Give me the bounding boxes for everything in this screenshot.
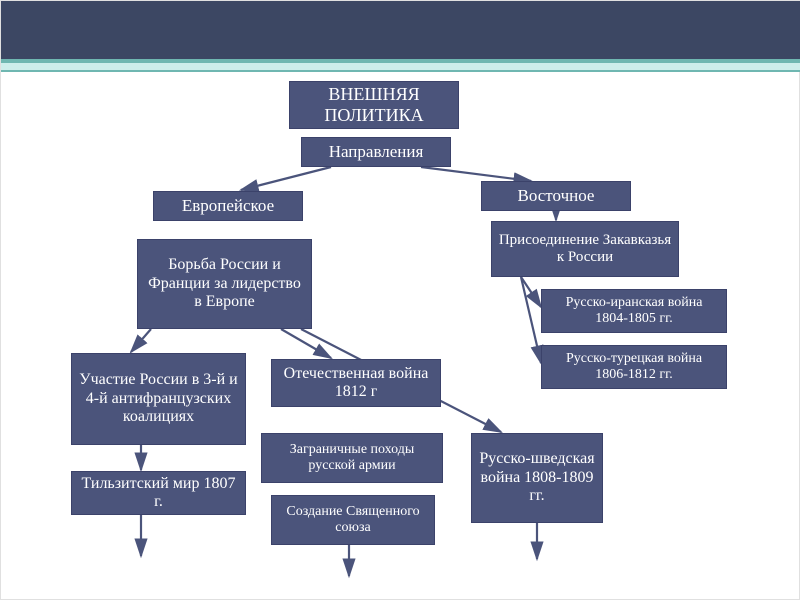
title-banner bbox=[1, 1, 800, 59]
arrow-0 bbox=[241, 167, 331, 190]
node-campaigns: Заграничные походы русской армии bbox=[261, 433, 443, 483]
arrow-1 bbox=[421, 167, 531, 181]
node-holyunion: Создание Священного союза bbox=[271, 495, 435, 545]
arrow-4 bbox=[521, 277, 541, 363]
node-directions: Направления bbox=[301, 137, 451, 167]
node-coalitions: Участие России в 3-й и 4-й антифранцузск… bbox=[71, 353, 246, 445]
node-zakavkaz: Присоединение Закавказья к России bbox=[491, 221, 679, 277]
node-war1812: Отечественная война 1812 г bbox=[271, 359, 441, 407]
node-swedish: Русско-шведская война 1808-1809 гг. bbox=[471, 433, 603, 523]
node-tilsit: Тильзитский мир 1807 г. bbox=[71, 471, 246, 515]
node-european: Европейское bbox=[153, 191, 303, 221]
arrow-5 bbox=[131, 329, 151, 352]
node-root: ВНЕШНЯЯ ПОЛИТИКА bbox=[289, 81, 459, 129]
node-iran: Русско-иранская война 1804-1805 гг. bbox=[541, 289, 727, 333]
node-eastern: Восточное bbox=[481, 181, 631, 211]
arrow-6 bbox=[281, 329, 331, 358]
title-stripe bbox=[1, 59, 800, 72]
node-turk: Русско-турецкая война 1806-1812 гг. bbox=[541, 345, 727, 389]
slide: ВНЕШНЯЯ ПОЛИТИКА Направления Европейское Во… bbox=[0, 0, 800, 600]
node-struggle: Борьба России и Франции за лидерство в Е… bbox=[137, 239, 312, 329]
arrow-3 bbox=[521, 277, 541, 307]
